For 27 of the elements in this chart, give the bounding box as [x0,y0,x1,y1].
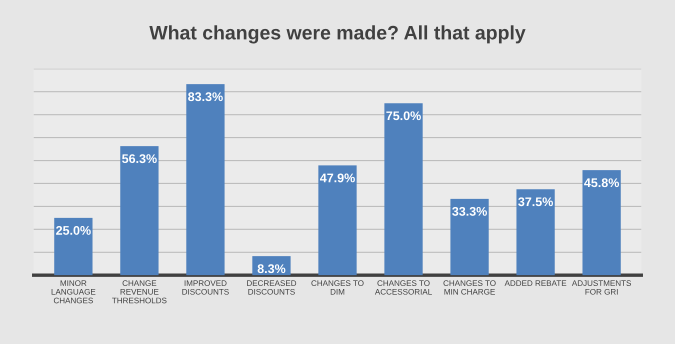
x-tick-label: MINOR LANGUAGE CHANGES [52,280,96,304]
data-label: 45.8% [584,178,620,188]
data-label: 47.9% [320,173,355,182]
data-label: 75.0% [386,111,421,120]
x-tick-label: ADDED REBATE [504,280,566,286]
bar [582,170,621,276]
bar [318,165,357,276]
x-tick-label: ADJUSTMENTS FOR GRI [572,280,632,295]
data-label: 25.0% [56,226,91,235]
bar [384,103,423,276]
x-tick-label: DECREASED DISCOUNTS [247,280,296,295]
x-tick-label: CHANGES TO MIN CHARGE [443,280,496,295]
bar [516,189,555,276]
chart-title: What changes were made? All that apply [149,25,526,44]
x-tick-label: CHANGES TO ACCESSORIAL [374,280,432,295]
data-label: 56.3% [122,154,157,164]
bar [120,146,159,276]
x-tick-label: CHANGES TO DIM [311,280,364,295]
bar [186,84,225,276]
data-label: 37.5% [518,197,553,206]
bar [54,218,93,276]
x-tick-label: IMPROVED DISCOUNTS [182,280,229,295]
data-label: 8.3% [258,264,286,274]
x-tick-label: CHANGE REVENUE THRESHOLDS [112,280,167,304]
bar [450,198,489,276]
data-label: 83.3% [188,92,223,102]
data-label: 33.3% [452,206,487,216]
